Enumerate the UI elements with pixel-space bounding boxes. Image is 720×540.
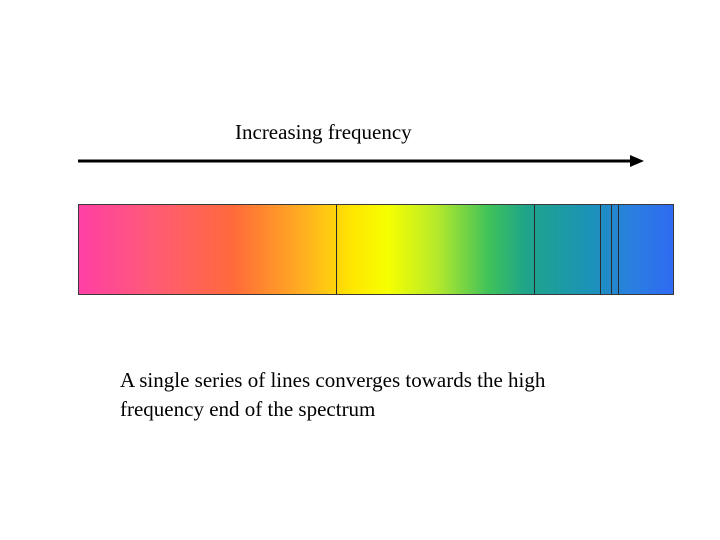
caption-line-1: A single series of lines converges towar…	[120, 368, 546, 392]
arrow-head-icon	[630, 155, 644, 167]
spectral-line-5	[618, 205, 619, 294]
arrow-label: Increasing frequency	[235, 120, 412, 144]
spectral-line-3	[600, 205, 601, 294]
spectral-line-4	[611, 205, 612, 294]
caption-line-2: frequency end of the spectrum	[120, 397, 376, 421]
spectral-line-2	[534, 205, 535, 294]
spectrum-band	[78, 204, 674, 295]
caption: A single series of lines converges towar…	[120, 366, 660, 424]
spectral-line-1	[336, 205, 337, 294]
frequency-arrow	[78, 155, 644, 167]
